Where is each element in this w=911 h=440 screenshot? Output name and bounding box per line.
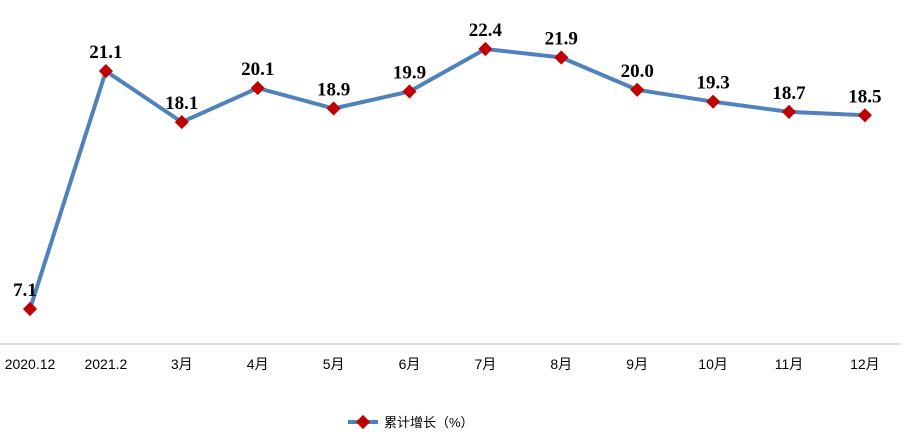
data-label: 19.9 bbox=[393, 62, 426, 83]
legend-swatch-marker bbox=[355, 414, 371, 430]
data-point-marker bbox=[402, 84, 417, 99]
data-point-marker bbox=[857, 108, 872, 123]
data-label: 19.3 bbox=[696, 73, 729, 94]
legend: 累计增长（%） bbox=[348, 414, 474, 430]
x-tick-label: 7月 bbox=[475, 356, 497, 372]
legend-label: 累计增长（%） bbox=[384, 415, 474, 430]
x-tick-label: 3月 bbox=[171, 356, 193, 372]
x-tick-label: 6月 bbox=[399, 356, 421, 372]
data-point-marker bbox=[781, 104, 797, 119]
x-tick-label: 12月 bbox=[850, 356, 880, 372]
data-point-marker bbox=[250, 81, 265, 96]
data-label: 21.9 bbox=[545, 28, 578, 49]
data-label: 20.1 bbox=[241, 59, 274, 80]
data-point-marker bbox=[554, 50, 569, 65]
data-label: 18.9 bbox=[317, 79, 350, 100]
x-tick-label: 5月 bbox=[323, 356, 345, 372]
data-label: 20.0 bbox=[621, 61, 654, 82]
data-point-marker bbox=[22, 301, 38, 317]
data-point-marker bbox=[478, 41, 493, 57]
data-label: 18.1 bbox=[165, 93, 198, 114]
data-point-marker bbox=[706, 94, 721, 109]
x-tick-label: 11月 bbox=[775, 356, 804, 372]
x-tick-label: 2021.2 bbox=[84, 356, 127, 372]
series-group bbox=[22, 41, 872, 317]
data-label: 21.1 bbox=[89, 42, 122, 63]
x-tick-label: 4月 bbox=[247, 356, 269, 372]
data-point-marker bbox=[630, 82, 645, 97]
data-label: 18.7 bbox=[772, 83, 806, 104]
data-label: 22.4 bbox=[469, 20, 503, 41]
data-label: 18.5 bbox=[848, 86, 881, 107]
x-tick-label: 10月 bbox=[698, 356, 728, 372]
data-label: 7.1 bbox=[13, 280, 37, 301]
x-tick-label: 8月 bbox=[550, 356, 572, 372]
data-labels-group: 7.1 21.1 18.1 20.1 18.9 19.9 22.4 21.9 20.0 19.3 1… bbox=[13, 20, 881, 301]
x-tick-label: 9月 bbox=[626, 356, 648, 372]
x-axis-ticks: 2020.12 2021.2 3月 4月 5月 6月 7月 8月 9月 10月 11月 12月 bbox=[5, 356, 880, 372]
data-point-marker bbox=[326, 101, 341, 116]
x-tick-label: 2020.12 bbox=[5, 356, 56, 372]
series-line bbox=[28, 47, 867, 311]
